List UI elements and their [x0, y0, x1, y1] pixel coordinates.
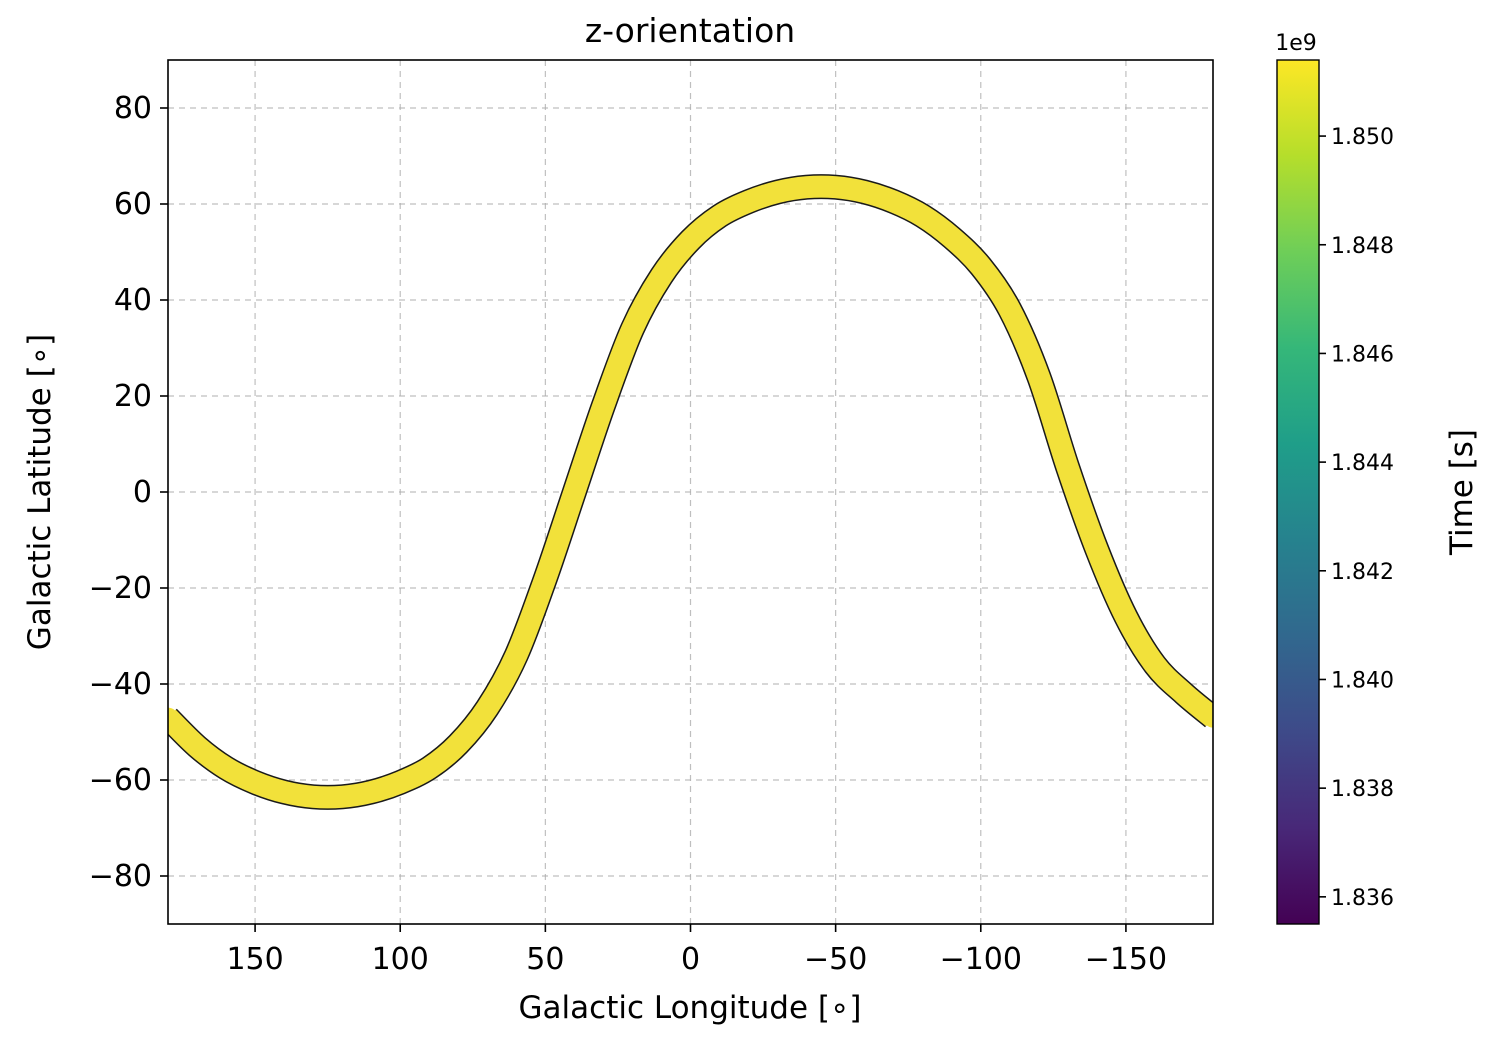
grid [168, 60, 1213, 924]
colorbar-tick-label: 1.842 [1331, 560, 1394, 585]
colorbar-tick-label: 1.848 [1331, 234, 1394, 259]
y-tick-label: 20 [114, 379, 152, 414]
colorbar-tick-label: 1.844 [1331, 451, 1394, 476]
track-point [970, 256, 991, 277]
y-tick-label: −60 [89, 763, 152, 798]
x-tick-label: 100 [372, 942, 429, 977]
track-point [796, 177, 817, 198]
y-tick-label: −20 [89, 571, 152, 606]
colorbar-label: Time [s] [1444, 429, 1480, 556]
track-point [1057, 458, 1078, 478]
y-axis-ticks: 80 60 40 20 0 −20 −40 −60 −80 [89, 91, 168, 894]
colorbar [1276, 59, 1320, 925]
colorbar-ticks: 1.836 1.838 1.840 1.842 1.844 1.846 1.848 1.850 [1319, 125, 1394, 911]
track-point [535, 568, 556, 589]
track-point [419, 758, 440, 778]
track-point [1203, 707, 1213, 728]
track-point [593, 395, 614, 416]
track-point [1086, 539, 1107, 560]
track-point [390, 772, 411, 793]
track-point [912, 206, 933, 226]
track-point [709, 206, 730, 226]
colorbar-exponent: 1e9 [1275, 31, 1317, 56]
data-track [168, 174, 1213, 810]
y-tick-label: −40 [89, 667, 152, 702]
y-tick-label: 0 [133, 475, 152, 510]
y-tick-label: 80 [114, 91, 152, 126]
x-tick-label: −100 [940, 942, 1022, 977]
y-tick-label: 60 [114, 187, 152, 222]
track-point [941, 227, 962, 248]
track-point [680, 230, 701, 250]
track-point [999, 299, 1020, 320]
track-point [187, 736, 208, 757]
x-tick-label: −150 [1085, 942, 1167, 977]
colorbar-tick-label: 1.836 [1331, 886, 1394, 911]
x-tick-label: 50 [526, 942, 564, 977]
colorbar-tick-label: 1.846 [1331, 342, 1394, 367]
x-axis-label: Galactic Longitude [∘] [519, 990, 862, 1026]
colorbar-tick-label: 1.850 [1331, 125, 1394, 150]
x-axis-ticks: 150 100 50 0 −50 −100 −150 [226, 924, 1167, 977]
track-point [216, 758, 237, 778]
track-point [883, 191, 904, 212]
track-point [1173, 683, 1194, 704]
track-point [332, 786, 353, 807]
y-axis-label: Galactic Latitude [∘] [22, 334, 58, 650]
track-point [854, 182, 875, 202]
track-point [361, 782, 382, 802]
track-point [1028, 366, 1049, 387]
track-point [622, 318, 643, 339]
track-point [274, 782, 295, 802]
colorbar-tick-label: 1.838 [1331, 777, 1394, 802]
y-tick-label: −80 [89, 859, 152, 894]
track-point [245, 772, 266, 793]
track-point [767, 182, 788, 202]
track-point [564, 482, 585, 502]
x-tick-label: 0 [681, 942, 700, 977]
x-tick-label: −50 [804, 942, 867, 977]
colorbar-tick-label: 1.840 [1331, 668, 1394, 693]
x-tick-label: 150 [226, 942, 283, 977]
track-point [448, 734, 469, 754]
track-point [303, 786, 324, 807]
y-tick-label: 40 [114, 283, 152, 318]
track-point [1115, 606, 1136, 627]
track-point [738, 191, 759, 212]
track-point [168, 707, 178, 728]
track-point [477, 698, 498, 718]
track-point [1144, 654, 1165, 675]
track-point [825, 177, 846, 198]
track-point [506, 645, 527, 666]
track-point [651, 266, 672, 286]
chart-title: z-orientation [585, 11, 795, 50]
